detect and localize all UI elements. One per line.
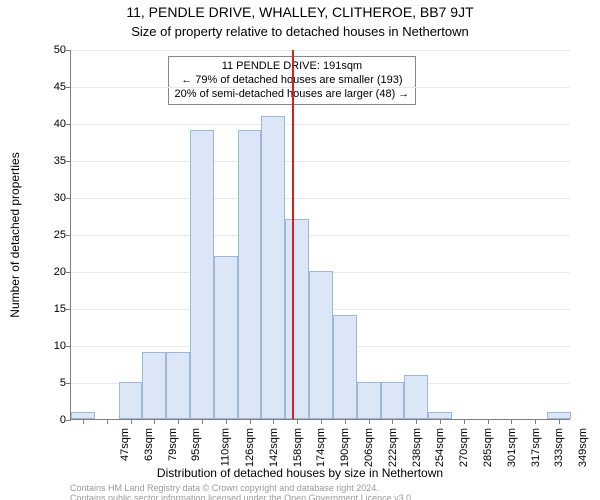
gridline — [71, 124, 570, 125]
x-tick-label: 270sqm — [458, 428, 470, 467]
x-tick-mark — [559, 419, 560, 424]
y-tick-label: 15 — [36, 303, 66, 315]
x-tick-mark — [226, 419, 227, 424]
x-tick-mark — [392, 419, 393, 424]
x-tick-mark — [107, 419, 108, 424]
x-tick-label: 222sqm — [387, 428, 399, 467]
x-tick-label: 206sqm — [363, 428, 375, 467]
x-tick-label: 63sqm — [143, 428, 155, 461]
x-tick-label: 174sqm — [316, 428, 328, 467]
x-tick-mark — [250, 419, 251, 424]
x-tick-label: 254sqm — [435, 428, 447, 467]
histogram-bar — [166, 352, 190, 419]
x-tick-label: 110sqm — [219, 428, 231, 466]
x-tick-mark — [321, 419, 322, 424]
x-tick-mark — [369, 419, 370, 424]
x-tick-label: 349sqm — [577, 428, 589, 467]
histogram-bar — [214, 256, 238, 419]
x-tick-label: 301sqm — [506, 428, 518, 467]
x-tick-mark — [178, 419, 179, 424]
y-tick-mark — [66, 272, 71, 273]
y-tick-mark — [66, 50, 71, 51]
gridline — [71, 161, 570, 162]
y-tick-mark — [66, 87, 71, 88]
x-tick-label: 317sqm — [530, 428, 542, 467]
x-tick-mark — [83, 419, 84, 424]
x-tick-mark — [297, 419, 298, 424]
x-tick-mark — [154, 419, 155, 424]
y-axis-label: Number of detached properties — [8, 152, 22, 317]
x-tick-mark — [511, 419, 512, 424]
x-tick-mark — [345, 419, 346, 424]
chart-title-address: 11, PENDLE DRIVE, WHALLEY, CLITHEROE, BB… — [0, 4, 600, 20]
y-tick-mark — [66, 124, 71, 125]
histogram-bar — [142, 352, 166, 419]
histogram-bar — [261, 116, 285, 419]
y-tick-mark — [66, 309, 71, 310]
x-tick-mark — [535, 419, 536, 424]
footer-line3: Contains public sector information licen… — [70, 494, 414, 500]
x-tick-mark — [488, 419, 489, 424]
x-axis-label: Distribution of detached houses by size … — [0, 466, 600, 480]
chart-title-description: Size of property relative to detached ho… — [0, 24, 600, 39]
x-tick-label: 79sqm — [167, 428, 179, 461]
y-tick-label: 10 — [36, 340, 66, 352]
y-tick-mark — [66, 383, 71, 384]
y-tick-label: 0 — [36, 414, 66, 426]
x-tick-label: 47sqm — [119, 428, 131, 461]
y-tick-label: 5 — [36, 377, 66, 389]
histogram-bar — [357, 382, 381, 419]
x-tick-label: 126sqm — [244, 428, 256, 467]
y-tick-mark — [66, 235, 71, 236]
x-tick-label: 95sqm — [190, 428, 202, 461]
y-tick-label: 25 — [36, 229, 66, 241]
gridline — [71, 235, 570, 236]
gridline — [71, 87, 570, 88]
x-tick-label: 158sqm — [292, 428, 304, 467]
y-tick-label: 30 — [36, 192, 66, 204]
y-tick-label: 35 — [36, 155, 66, 167]
y-tick-mark — [66, 198, 71, 199]
x-tick-mark — [416, 419, 417, 424]
x-tick-label: 190sqm — [339, 428, 351, 467]
chart-container: 11, PENDLE DRIVE, WHALLEY, CLITHEROE, BB… — [0, 0, 600, 500]
x-tick-label: 333sqm — [554, 428, 566, 467]
histogram-bar — [404, 375, 428, 419]
histogram-bar — [190, 130, 214, 419]
y-tick-label: 45 — [36, 81, 66, 93]
x-tick-mark — [273, 419, 274, 424]
histogram-bar — [71, 412, 95, 419]
histogram-bar — [381, 382, 405, 419]
gridline — [71, 198, 570, 199]
x-tick-mark — [464, 419, 465, 424]
x-tick-label: 285sqm — [482, 428, 494, 467]
y-tick-label: 20 — [36, 266, 66, 278]
gridline — [71, 50, 570, 51]
histogram-bar — [238, 130, 262, 419]
x-tick-mark — [440, 419, 441, 424]
reference-marker-line — [292, 50, 294, 419]
y-tick-label: 40 — [36, 118, 66, 130]
histogram-bar — [119, 382, 143, 419]
x-tick-mark — [131, 419, 132, 424]
x-tick-label: 142sqm — [268, 428, 280, 467]
histogram-bar — [309, 271, 333, 419]
histogram-bar — [428, 412, 452, 419]
y-tick-mark — [66, 346, 71, 347]
x-tick-mark — [202, 419, 203, 424]
histogram-bar — [547, 412, 571, 419]
histogram-bar — [333, 315, 357, 419]
y-tick-label: 50 — [36, 44, 66, 56]
y-tick-mark — [66, 161, 71, 162]
y-tick-mark — [66, 420, 71, 421]
footer-attribution: Contains HM Land Registry data © Crown c… — [70, 484, 414, 500]
histogram-bar — [285, 219, 309, 419]
x-tick-label: 238sqm — [411, 428, 423, 467]
plot-area: 11 PENDLE DRIVE: 191sqm ← 79% of detache… — [70, 50, 570, 420]
